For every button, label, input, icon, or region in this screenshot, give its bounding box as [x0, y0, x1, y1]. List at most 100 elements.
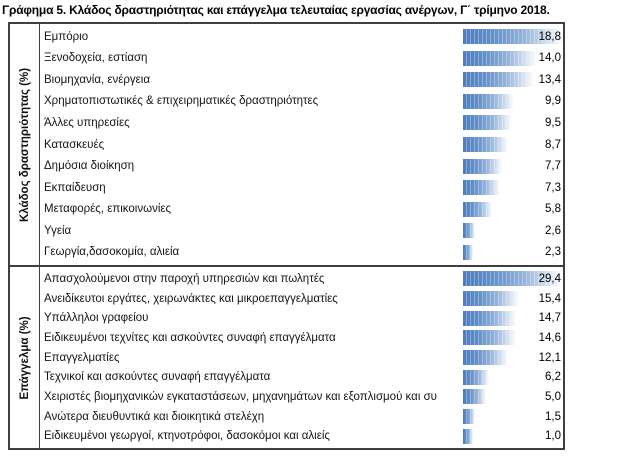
chart-row: Χειριστές βιομηχανικών εγκαταστάσεων, μη… [40, 387, 563, 407]
chart-row: Άλλες υπηρεσίες 9,5 [40, 112, 563, 134]
chart-row: Υπάλληλοι γραφείου 14,7 [40, 308, 563, 328]
value-bar [463, 50, 537, 66]
value-bar [463, 428, 473, 444]
value-label: 1,0 [545, 430, 561, 443]
value-bar [463, 244, 473, 260]
value-label: 9,5 [545, 116, 561, 129]
chart-row: Υγεία 2,6 [40, 220, 563, 242]
bar-cell: 14,0 [463, 48, 563, 70]
chart-row: Ειδικευμένοι γεωργοί, κτηνοτρόφοι, δασοκ… [40, 426, 563, 446]
category-label: Χειριστές βιομηχανικών εγκαταστάσεων, μη… [44, 390, 437, 403]
category-label: Τεχνικοί και ασκούντες συναφή επαγγέλματ… [44, 371, 271, 384]
bar-cell: 29,4 [463, 269, 563, 289]
value-label: 12,1 [538, 351, 561, 364]
bar-cell: 9,9 [463, 91, 563, 113]
bar-cell: 1,5 [463, 407, 563, 427]
bar-cell: 9,5 [463, 112, 563, 134]
value-label: 29,4 [538, 272, 561, 285]
category-label: Μεταφορές, επικοινωνίες [44, 203, 172, 216]
category-label: Χρηματοπιστωτικές & επιχειρηματικές δρασ… [44, 95, 319, 108]
chart-row: Ανώτερα διευθυντικά και διοικητικά στελέ… [40, 407, 563, 427]
category-label: Ξενοδοχεία, εστίαση [44, 52, 148, 65]
chart-row: Τεχνικοί και ασκούντες συναφή επαγγέλματ… [40, 367, 563, 387]
value-label: 7,7 [545, 160, 561, 173]
bar-cell: 8,7 [463, 134, 563, 156]
chart-row: Απασχολούμενοι στην παροχή υπηρεσιών και… [40, 269, 563, 289]
value-label: 14,6 [538, 331, 561, 344]
value-label: 14,0 [538, 52, 561, 65]
section-activity-sector: Κλάδος δραστηριότητας (%) Εμπόριο 18,8 Ξεν… [10, 24, 563, 265]
value-bar [463, 350, 509, 366]
value-bar [463, 180, 501, 196]
section-occupation-rows: Απασχολούμενοι στην παροχή υπηρεσιών και… [40, 267, 563, 448]
value-bar [463, 158, 503, 174]
chart-row: Εμπόριο 18,8 [40, 26, 563, 48]
chart-row: Κατασκευές 8,7 [40, 134, 563, 156]
bar-cell: 7,7 [463, 155, 563, 177]
section-occupation-header-cell: Επάγγελμα (%) [10, 267, 40, 448]
chart-row: Δημόσια διοίκηση 7,7 [40, 155, 563, 177]
value-bar [463, 72, 534, 88]
value-bar [463, 115, 513, 131]
chart-title: Γράφημα 5. Κλάδος δραστηριότητας και επά… [2, 3, 550, 17]
value-bar [463, 389, 486, 405]
value-label: 9,9 [545, 95, 561, 108]
category-label: Ανώτερα διευθυντικά και διοικητικά στελέ… [44, 410, 265, 423]
chart-table: Κλάδος δραστηριότητας (%) Εμπόριο 18,8 Ξεν… [8, 22, 565, 450]
category-label: Επαγγελματίες [44, 351, 120, 364]
value-label: 13,4 [538, 73, 561, 86]
chart-row: Επαγγελματίες 12,1 [40, 348, 563, 368]
bar-cell: 6,2 [463, 367, 563, 387]
section-activity-rows: Εμπόριο 18,8 Ξενοδοχεία, εστίαση 14,0 Βιομηχ… [40, 24, 563, 265]
value-bar [463, 291, 519, 306]
bar-cell: 5,8 [463, 198, 563, 220]
bar-cell: 1,0 [463, 426, 563, 446]
value-bar [463, 330, 517, 346]
bar-cell: 13,4 [463, 69, 563, 91]
category-label: Δημόσια διοίκηση [44, 160, 135, 173]
value-label: 8,7 [545, 138, 561, 151]
section-occupation: Επάγγελμα (%) Απασχολούμενοι στην παροχή… [10, 265, 563, 448]
value-label: 6,2 [545, 371, 561, 384]
value-label: 2,3 [545, 246, 561, 259]
value-label: 5,8 [545, 203, 561, 216]
chart-row: Ξενοδοχεία, εστίαση 14,0 [40, 48, 563, 70]
value-label: 18,8 [538, 30, 561, 43]
category-label: Βιομηχανία, ενέργεια [44, 73, 150, 86]
chart-row: Εκπαίδευση 7,3 [40, 177, 563, 199]
category-label: Ειδικευμένοι τεχνίτες και ασκούντες συνα… [44, 331, 336, 344]
value-bar [463, 93, 515, 109]
section-activity-header-cell: Κλάδος δραστηριότητας (%) [10, 24, 40, 265]
chart-row: Μεταφορές, επικοινωνίες 5,8 [40, 198, 563, 220]
bar-cell: 2,6 [463, 220, 563, 242]
category-label: Ανειδίκευτοι εργάτες, χειρωνάκτες και μι… [44, 292, 338, 305]
value-bar [463, 223, 475, 239]
section-activity-label: Κλάδος δραστηριότητας (%) [18, 67, 31, 222]
chart-row: Γεωργία,δασοκομία, αλιεία 2,3 [40, 241, 563, 263]
bar-cell: 15,4 [463, 289, 563, 309]
value-bar [463, 201, 493, 217]
chart-row: Ανειδίκευτοι εργάτες, χειρωνάκτες και μι… [40, 289, 563, 309]
value-label: 14,7 [538, 312, 561, 325]
bar-cell: 2,3 [463, 241, 563, 263]
chart-row: Χρηματοπιστωτικές & επιχειρηματικές δρασ… [40, 91, 563, 113]
value-label: 1,5 [545, 410, 561, 423]
bar-cell: 7,3 [463, 177, 563, 199]
chart-row: Ειδικευμένοι τεχνίτες και ασκούντες συνα… [40, 328, 563, 348]
category-label: Υγεία [44, 224, 72, 237]
bar-cell: 12,1 [463, 348, 563, 368]
value-bar [463, 137, 508, 152]
bar-cell: 14,7 [463, 308, 563, 328]
value-label: 5,0 [545, 390, 561, 403]
category-label: Κατασκευές [44, 138, 105, 151]
chart-row: Βιομηχανία, ενέργεια 13,4 [40, 69, 563, 91]
category-label: Απασχολούμενοι στην παροχή υπηρεσιών και… [44, 272, 325, 285]
category-label: Ειδικευμένοι γεωργοί, κτηνοτρόφοι, δασοκ… [44, 430, 330, 443]
value-bar [463, 409, 475, 425]
bar-cell: 14,6 [463, 328, 563, 348]
value-bar [463, 369, 490, 385]
value-label: 2,6 [545, 224, 561, 237]
category-label: Γεωργία,δασοκομία, αλιεία [44, 246, 180, 259]
bar-cell: 18,8 [463, 26, 563, 48]
value-bar [463, 271, 563, 287]
